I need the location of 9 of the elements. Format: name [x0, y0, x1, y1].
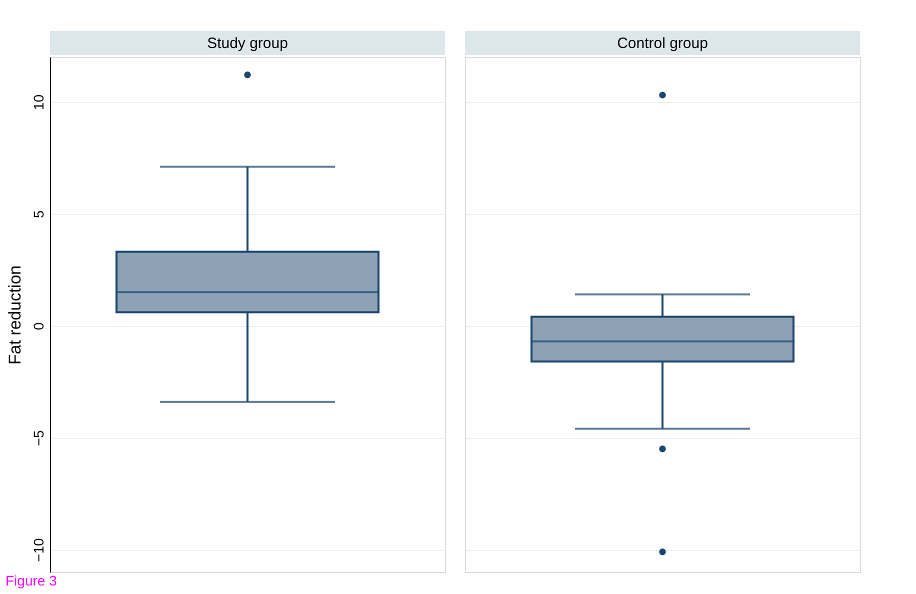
y-tick-label: −5: [30, 430, 46, 446]
x-tick-label: Control group: [617, 35, 708, 52]
x-tick-label: Study group: [207, 35, 288, 52]
y-axis-title: Fat reduction: [6, 265, 24, 365]
y-tick-label: 5: [30, 210, 46, 218]
annotation: Figure 3: [6, 572, 58, 588]
y-tick-label: 10: [30, 94, 46, 110]
y-tick-label: −10: [30, 538, 46, 562]
y-tick-label: 0: [30, 322, 46, 330]
